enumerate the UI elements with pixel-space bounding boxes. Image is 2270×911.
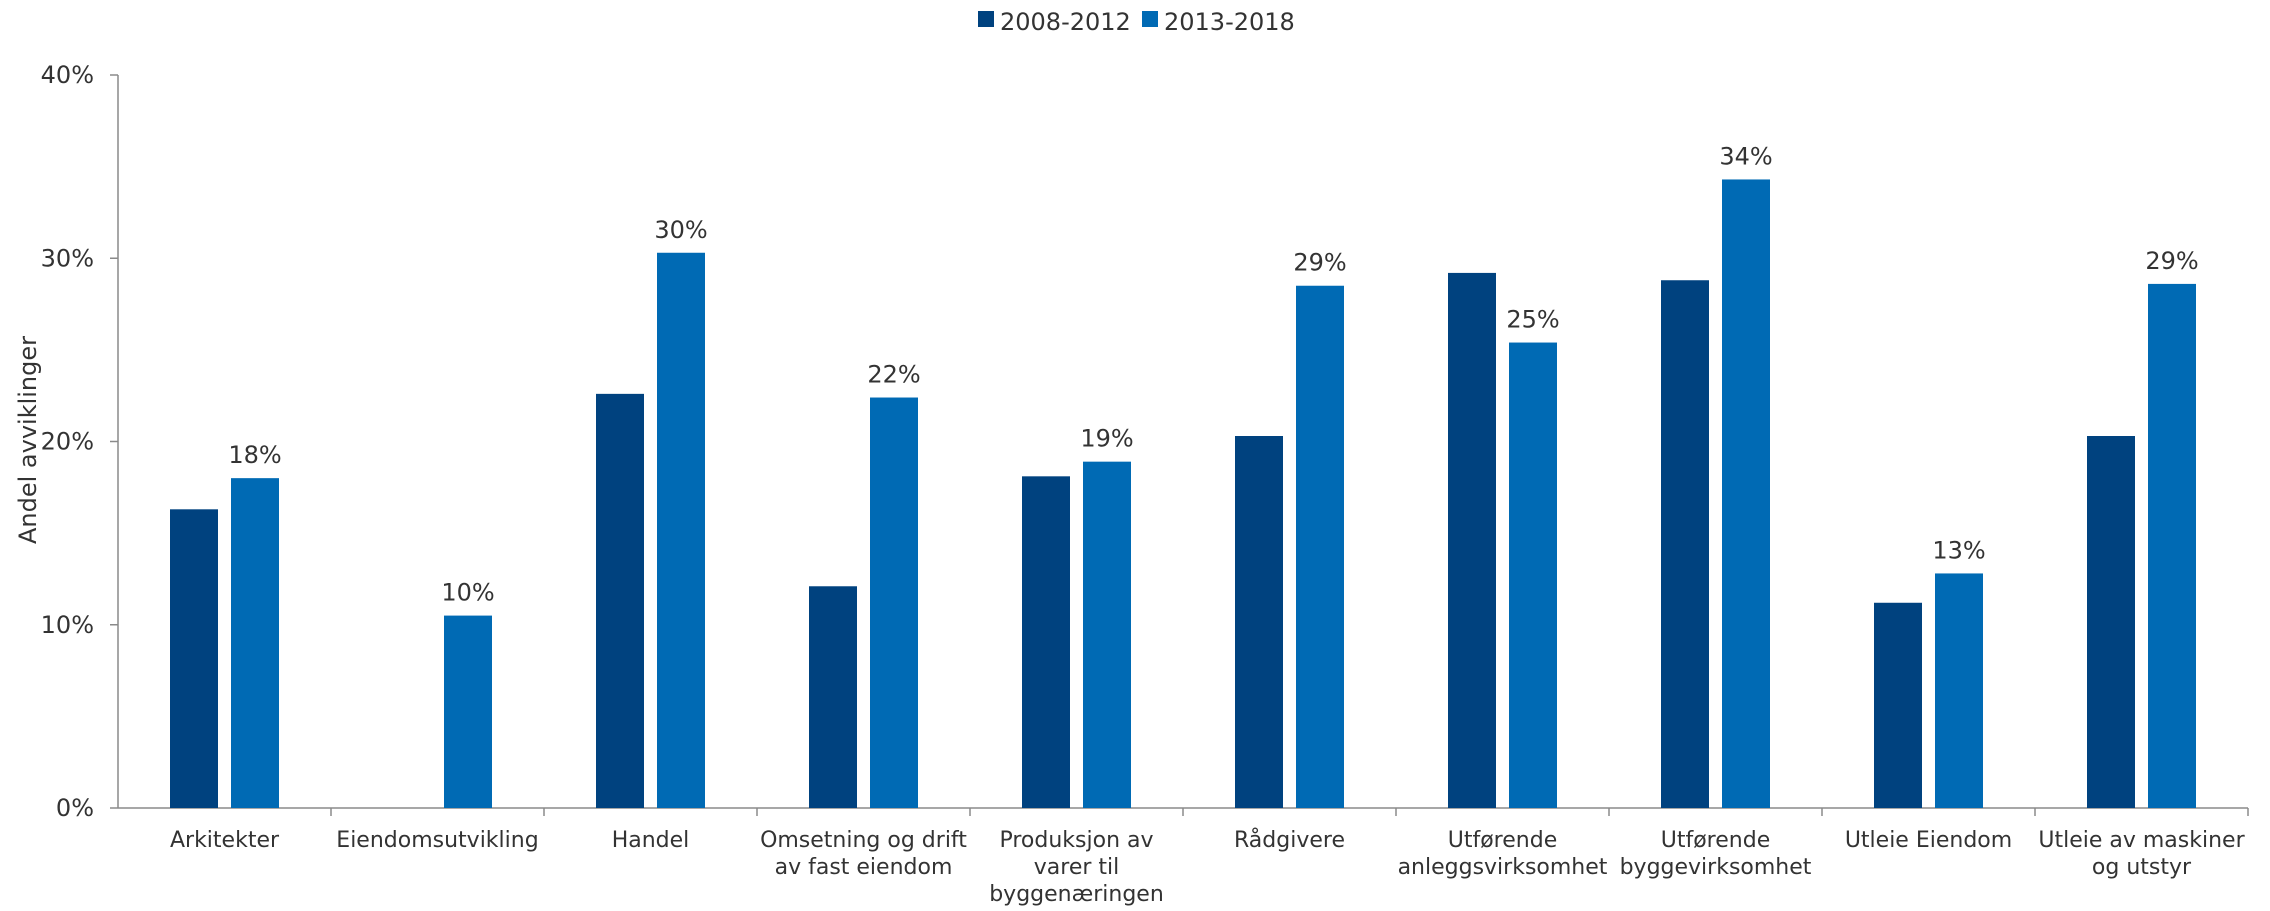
bar-series2-cat9 [1935,573,1983,808]
bar-series1-cat5 [1022,476,1070,808]
bar-series1-cat1 [170,509,218,808]
bar-series1-cat9 [1874,602,1922,808]
data-label: 25% [1506,306,1559,334]
bar-series2-cat6 [1296,285,1344,808]
bar-series2-cat1 [231,478,279,808]
x-tick-label: Arkitekter [170,828,280,853]
data-label: 29% [2145,247,2198,275]
y-tick-label: 20% [41,428,94,456]
legend-label-1: 2008-2012 [1000,8,1131,36]
y-tick-label: 40% [41,61,94,89]
legend-label-2: 2013-2018 [1164,8,1295,36]
y-axis: 0% 10% 20% 30% 40% [41,61,119,822]
bar-series2-cat2 [444,615,492,808]
data-label: 13% [1932,536,1985,564]
x-tick-label: Handel [612,828,690,853]
x-tick-label: Utførende [1448,828,1557,853]
y-tick-label: 0% [56,794,94,822]
x-tick-label: Eiendomsutvikling [336,828,538,853]
y-tick-label: 10% [41,611,94,639]
bar-series2-cat7 [1509,342,1557,808]
x-tick-label: byggenæringen [989,882,1164,907]
bar-series1-cat6 [1235,436,1283,808]
legend: 2008-2012 2013-2018 [978,8,1295,36]
y-tick-label: 30% [41,244,94,272]
bar-series1-cat7 [1448,272,1496,808]
bar-series2-cat3 [657,252,705,808]
x-tick-label: Rådgivere [1234,827,1345,853]
data-label: 29% [1293,249,1346,277]
data-label: 19% [1080,425,1133,453]
legend-swatch-2 [1142,11,1158,27]
y-axis-title: Andel avviklinger [14,336,42,544]
x-tick-label: Utleie Eiendom [1845,828,2012,853]
data-label: 10% [441,579,494,607]
x-tick-label: Utførende [1661,828,1770,853]
legend-swatch-1 [978,11,994,27]
data-label: 34% [1719,142,1772,170]
x-tick-label: varer til [1034,855,1120,880]
data-label: 18% [228,441,281,469]
data-label: 30% [654,216,707,244]
x-tick-label: og utstyr [2092,855,2192,880]
bar-series2-cat10 [2148,283,2196,808]
x-tick-label: anleggsvirksomhet [1398,855,1608,880]
bar-series1-cat3 [596,393,644,808]
x-tick-label: Utleie av maskiner [2038,828,2245,853]
x-tick-labels: Arkitekter Eiendomsutvikling Handel Omsetni… [170,827,2246,907]
data-label: 22% [867,361,920,389]
bar-series1-cat10 [2087,436,2135,808]
x-tick-label: Omsetning og drift [760,828,967,853]
x-axis [118,807,2249,816]
data-labels: 18% 10% 30% 22% 19% 29% 25% 34% 13% 29% [228,142,2198,606]
bar-series2-cat4 [870,397,918,808]
x-tick-label: byggevirksomhet [1620,855,1812,880]
bars [170,179,2196,808]
bar-series2-cat5 [1083,461,1131,808]
bar-series2-cat8 [1722,179,1770,808]
x-tick-label: av fast eiendom [775,855,953,880]
bar-series1-cat4 [809,586,857,808]
bar-series1-cat8 [1661,280,1709,808]
x-tick-label: Produksjon av [999,828,1153,853]
